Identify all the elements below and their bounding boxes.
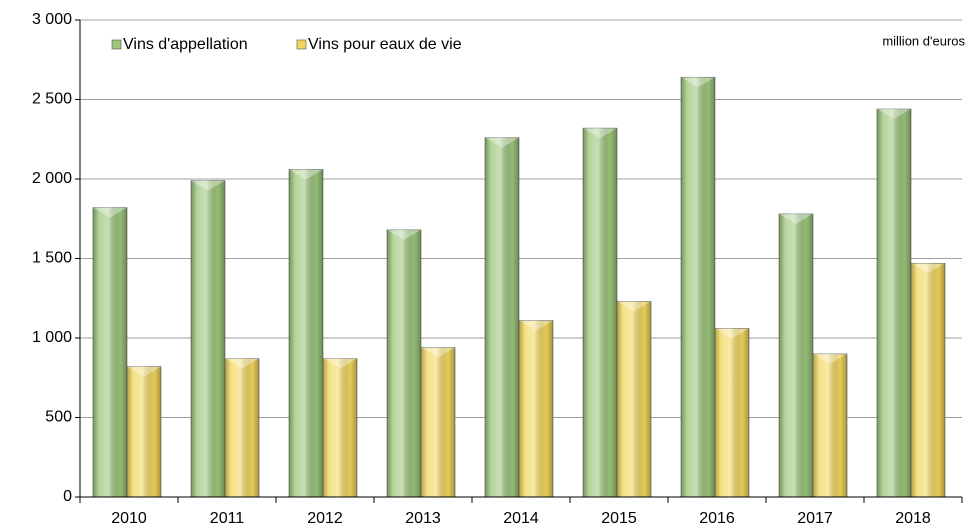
- bar: [680, 76, 716, 498]
- x-tick-label: 2017: [797, 510, 833, 527]
- legend-label: Vins pour eaux de vie: [308, 36, 462, 53]
- bar-bevel: [779, 213, 813, 224]
- bar-bevel: [485, 137, 519, 148]
- x-tick-label: 2011: [210, 510, 245, 527]
- bar-bevel: [191, 180, 225, 191]
- bar: [288, 169, 324, 498]
- x-tick-label: 2018: [895, 510, 931, 527]
- legend-swatch: [296, 39, 307, 50]
- bar: [812, 353, 848, 498]
- bar: [92, 207, 128, 498]
- x-tick-label: 2014: [503, 510, 539, 527]
- y-tick-label: 0: [63, 488, 72, 505]
- bar: [224, 358, 260, 498]
- bar: [484, 137, 520, 498]
- bar-bevel: [225, 358, 259, 369]
- bar-bevel: [813, 353, 847, 364]
- bar-bevel: [617, 301, 651, 312]
- bar: [582, 127, 618, 498]
- bar-bevel: [421, 347, 455, 358]
- bar-bevel: [127, 366, 161, 377]
- bar: [420, 347, 456, 498]
- x-tick-label: 2010: [111, 510, 147, 527]
- bar-bevel: [519, 320, 553, 331]
- bar-bevel: [289, 169, 323, 180]
- bar-bevel: [911, 263, 945, 274]
- legend-swatch: [111, 39, 122, 50]
- y-tick-label: 500: [45, 409, 72, 426]
- bar: [518, 320, 554, 498]
- y-tick-label: 2 500: [32, 91, 72, 108]
- y-tick-label: 2 000: [32, 170, 72, 187]
- unit-label: million d'euros: [882, 33, 965, 48]
- x-tick-label: 2012: [307, 510, 343, 527]
- y-tick-label: 1 000: [32, 329, 72, 346]
- y-tick-label: 3 000: [32, 11, 72, 28]
- bar: [876, 108, 912, 498]
- x-tick-label: 2015: [601, 510, 637, 527]
- x-tick-label: 2016: [699, 510, 735, 527]
- bar-bevel: [387, 229, 421, 240]
- bar: [714, 328, 750, 498]
- bar-bevel: [877, 109, 911, 120]
- bar: [386, 229, 422, 498]
- bar-bevel: [323, 358, 357, 369]
- bar: [910, 262, 946, 498]
- legend-label: Vins d'appellation: [123, 36, 248, 53]
- bar: [778, 213, 814, 498]
- bar: [190, 180, 226, 498]
- bar: [126, 366, 162, 498]
- bar-bevel: [681, 77, 715, 88]
- bar: [616, 301, 652, 498]
- bar-bevel: [715, 328, 749, 339]
- y-tick-label: 1 500: [32, 250, 72, 267]
- x-tick-label: 2013: [405, 510, 441, 527]
- bar-bevel: [93, 207, 127, 218]
- bar-bevel: [583, 128, 617, 139]
- bar: [322, 358, 358, 498]
